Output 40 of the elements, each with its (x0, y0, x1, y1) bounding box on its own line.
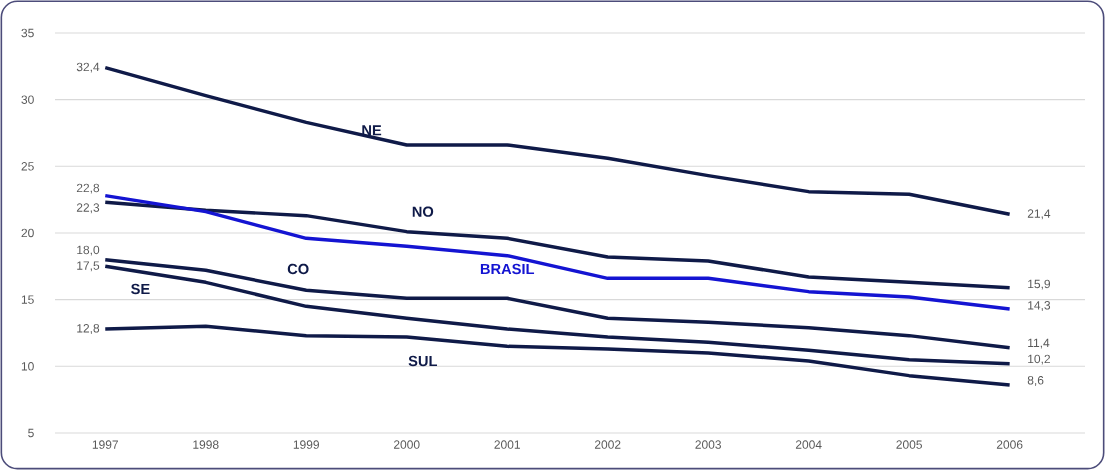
x-tick-label: 2003 (695, 440, 721, 449)
y-tick-label: 5 (28, 428, 34, 438)
data-label: 11,4 (1028, 338, 1050, 349)
data-label: 32,4 (76, 62, 100, 73)
series-label: BRASIL (480, 263, 535, 275)
series-label: SE (131, 283, 150, 295)
data-label: 10,2 (1028, 354, 1050, 365)
x-tick-label: 2004 (795, 440, 822, 449)
x-tick-label: 2001 (494, 440, 520, 449)
data-label: 22,3 (76, 203, 100, 214)
y-tick-label: 25 (21, 162, 34, 171)
data-label: 17,5 (77, 261, 100, 272)
line-series (103, 65, 1012, 217)
series-label: NE (362, 125, 382, 136)
x-tick-label: 1997 (92, 440, 118, 449)
x-tick-label: 2000 (393, 440, 420, 449)
x-tick-label: 2006 (996, 440, 1023, 449)
x-tick-label: 1999 (293, 440, 320, 449)
data-label: 15,9 (1028, 279, 1051, 290)
y-tick-label: 10 (21, 362, 34, 371)
line-series (103, 264, 1012, 366)
data-label: 22,8 (76, 183, 100, 194)
x-tick-label: 2002 (594, 440, 621, 449)
data-label: 21,4 (1027, 209, 1051, 220)
series-label: SUL (408, 355, 438, 367)
data-label: 12,8 (77, 324, 100, 334)
data-label: 8,6 (1027, 376, 1044, 386)
x-tick-label: 2005 (896, 440, 922, 449)
data-label: 18,0 (77, 245, 100, 256)
y-tick-label: 35 (21, 28, 34, 38)
y-tick-label: 20 (21, 228, 34, 238)
line-series (103, 324, 1012, 387)
series-label: NO (412, 206, 434, 217)
y-tick-label: 30 (21, 95, 34, 104)
x-tick-label: 1998 (193, 440, 219, 449)
line-series (103, 193, 1012, 311)
line-series (103, 257, 1012, 350)
data-label: 14,3 (1028, 301, 1051, 311)
y-tick-label: 15 (21, 295, 34, 304)
series-label: CO (287, 263, 309, 275)
